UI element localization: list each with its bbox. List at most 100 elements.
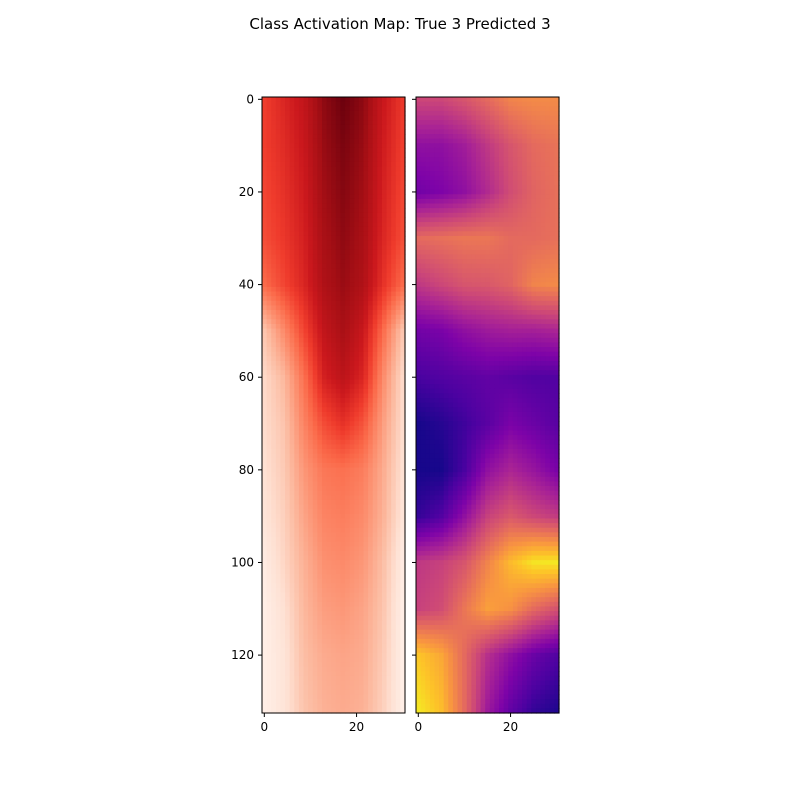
heatmap-cell [377,648,383,654]
heatmap-cell [416,212,422,219]
heatmap-cell [439,171,445,177]
heatmap-cell [262,356,268,362]
heatmap-cell [416,161,422,168]
heatmap-cell [285,226,291,232]
heatmap-cell [298,416,305,422]
heatmap-cell [420,129,426,135]
heatmap-cell [271,347,277,353]
heatmap-cell [326,286,332,293]
heatmap-cell [294,245,300,251]
heatmap-cell [331,185,337,191]
heatmap-cell [503,212,509,219]
heatmap-cell [368,189,374,195]
heatmap-cell [331,314,337,320]
heatmap-cell [326,611,332,617]
heatmap-cell [377,569,383,575]
heatmap-cell [457,166,463,172]
heatmap-cell [386,504,392,510]
heatmap-cell [266,305,272,311]
heatmap-cell [448,212,454,219]
heatmap-cell [275,606,282,612]
heatmap-cell [381,180,388,186]
heatmap-cell [363,138,369,144]
heatmap-cell [340,555,346,561]
heatmap-cell [303,574,309,580]
heatmap-cell [354,361,360,367]
heatmap-cell [439,129,445,135]
heatmap-cell [391,115,397,121]
heatmap-cell [545,166,551,172]
heatmap-cell [368,625,374,631]
heatmap-cell [358,351,365,357]
heatmap-cell [317,689,323,696]
heatmap-cell [262,361,268,367]
heatmap-cell [312,319,318,325]
heatmap-cell [280,523,286,529]
heatmap-cell [271,180,277,186]
heatmap-cell [340,323,346,330]
heatmap-cell [377,282,383,288]
heatmap-cell [386,147,392,154]
heatmap-cell [335,286,342,293]
heatmap-cell [368,235,374,242]
heatmap-cell [368,305,374,311]
heatmap-cell [275,694,282,700]
heatmap-cell [266,263,272,269]
heatmap-cell [335,171,342,177]
heatmap-cell [335,212,342,219]
heatmap-cell [429,212,436,219]
heatmap-cell [312,472,318,478]
heatmap-cell [275,509,282,515]
heatmap-cell [354,393,360,399]
heatmap-cell [512,101,519,107]
heatmap-cell [312,384,318,390]
heatmap-cell [400,231,406,237]
heatmap-cell [289,305,295,311]
heatmap-cell [425,110,431,117]
heatmap-cell [275,439,282,445]
heatmap-cell [549,161,555,168]
heatmap-cell [331,398,337,404]
heatmap-cell [266,421,272,427]
heatmap-cell [303,411,309,418]
heatmap-cell [340,175,346,181]
heatmap-cell [363,388,369,395]
heatmap-cell [485,147,491,154]
heatmap-cell [395,685,401,691]
heatmap-cell [400,430,406,436]
heatmap-cell [345,134,351,140]
heatmap-cell [275,601,282,608]
heatmap-cell [308,402,314,408]
heatmap-cell [285,513,291,520]
heatmap-cell [475,115,482,121]
heatmap-cell [312,254,318,260]
y-tick-label: 0 [246,92,254,106]
heatmap-cell [312,486,318,492]
heatmap-cell [340,611,346,617]
heatmap-cell [512,134,519,140]
heatmap-cell [386,680,392,686]
heatmap-cell [391,235,397,242]
heatmap-cell [372,249,378,256]
heatmap-cell [391,416,397,422]
heatmap-cell [372,384,378,390]
heatmap-cell [285,286,291,293]
heatmap-cell [448,194,454,200]
heatmap-cell [429,175,436,181]
heatmap-cell [317,662,323,668]
heatmap-cell [298,296,305,302]
heatmap-cell [289,444,295,450]
heatmap-cell [285,583,291,589]
heatmap-cell [298,152,305,158]
heatmap-cell [303,342,309,348]
heatmap-cell [358,689,365,696]
heatmap-cell [363,351,369,357]
heatmap-cell [321,662,328,668]
heatmap-cell [308,481,314,487]
heatmap-cell [294,263,300,269]
heatmap-cell [395,310,401,316]
heatmap-cell [266,342,272,348]
heatmap-cell [298,546,305,552]
heatmap-cell [285,374,291,381]
